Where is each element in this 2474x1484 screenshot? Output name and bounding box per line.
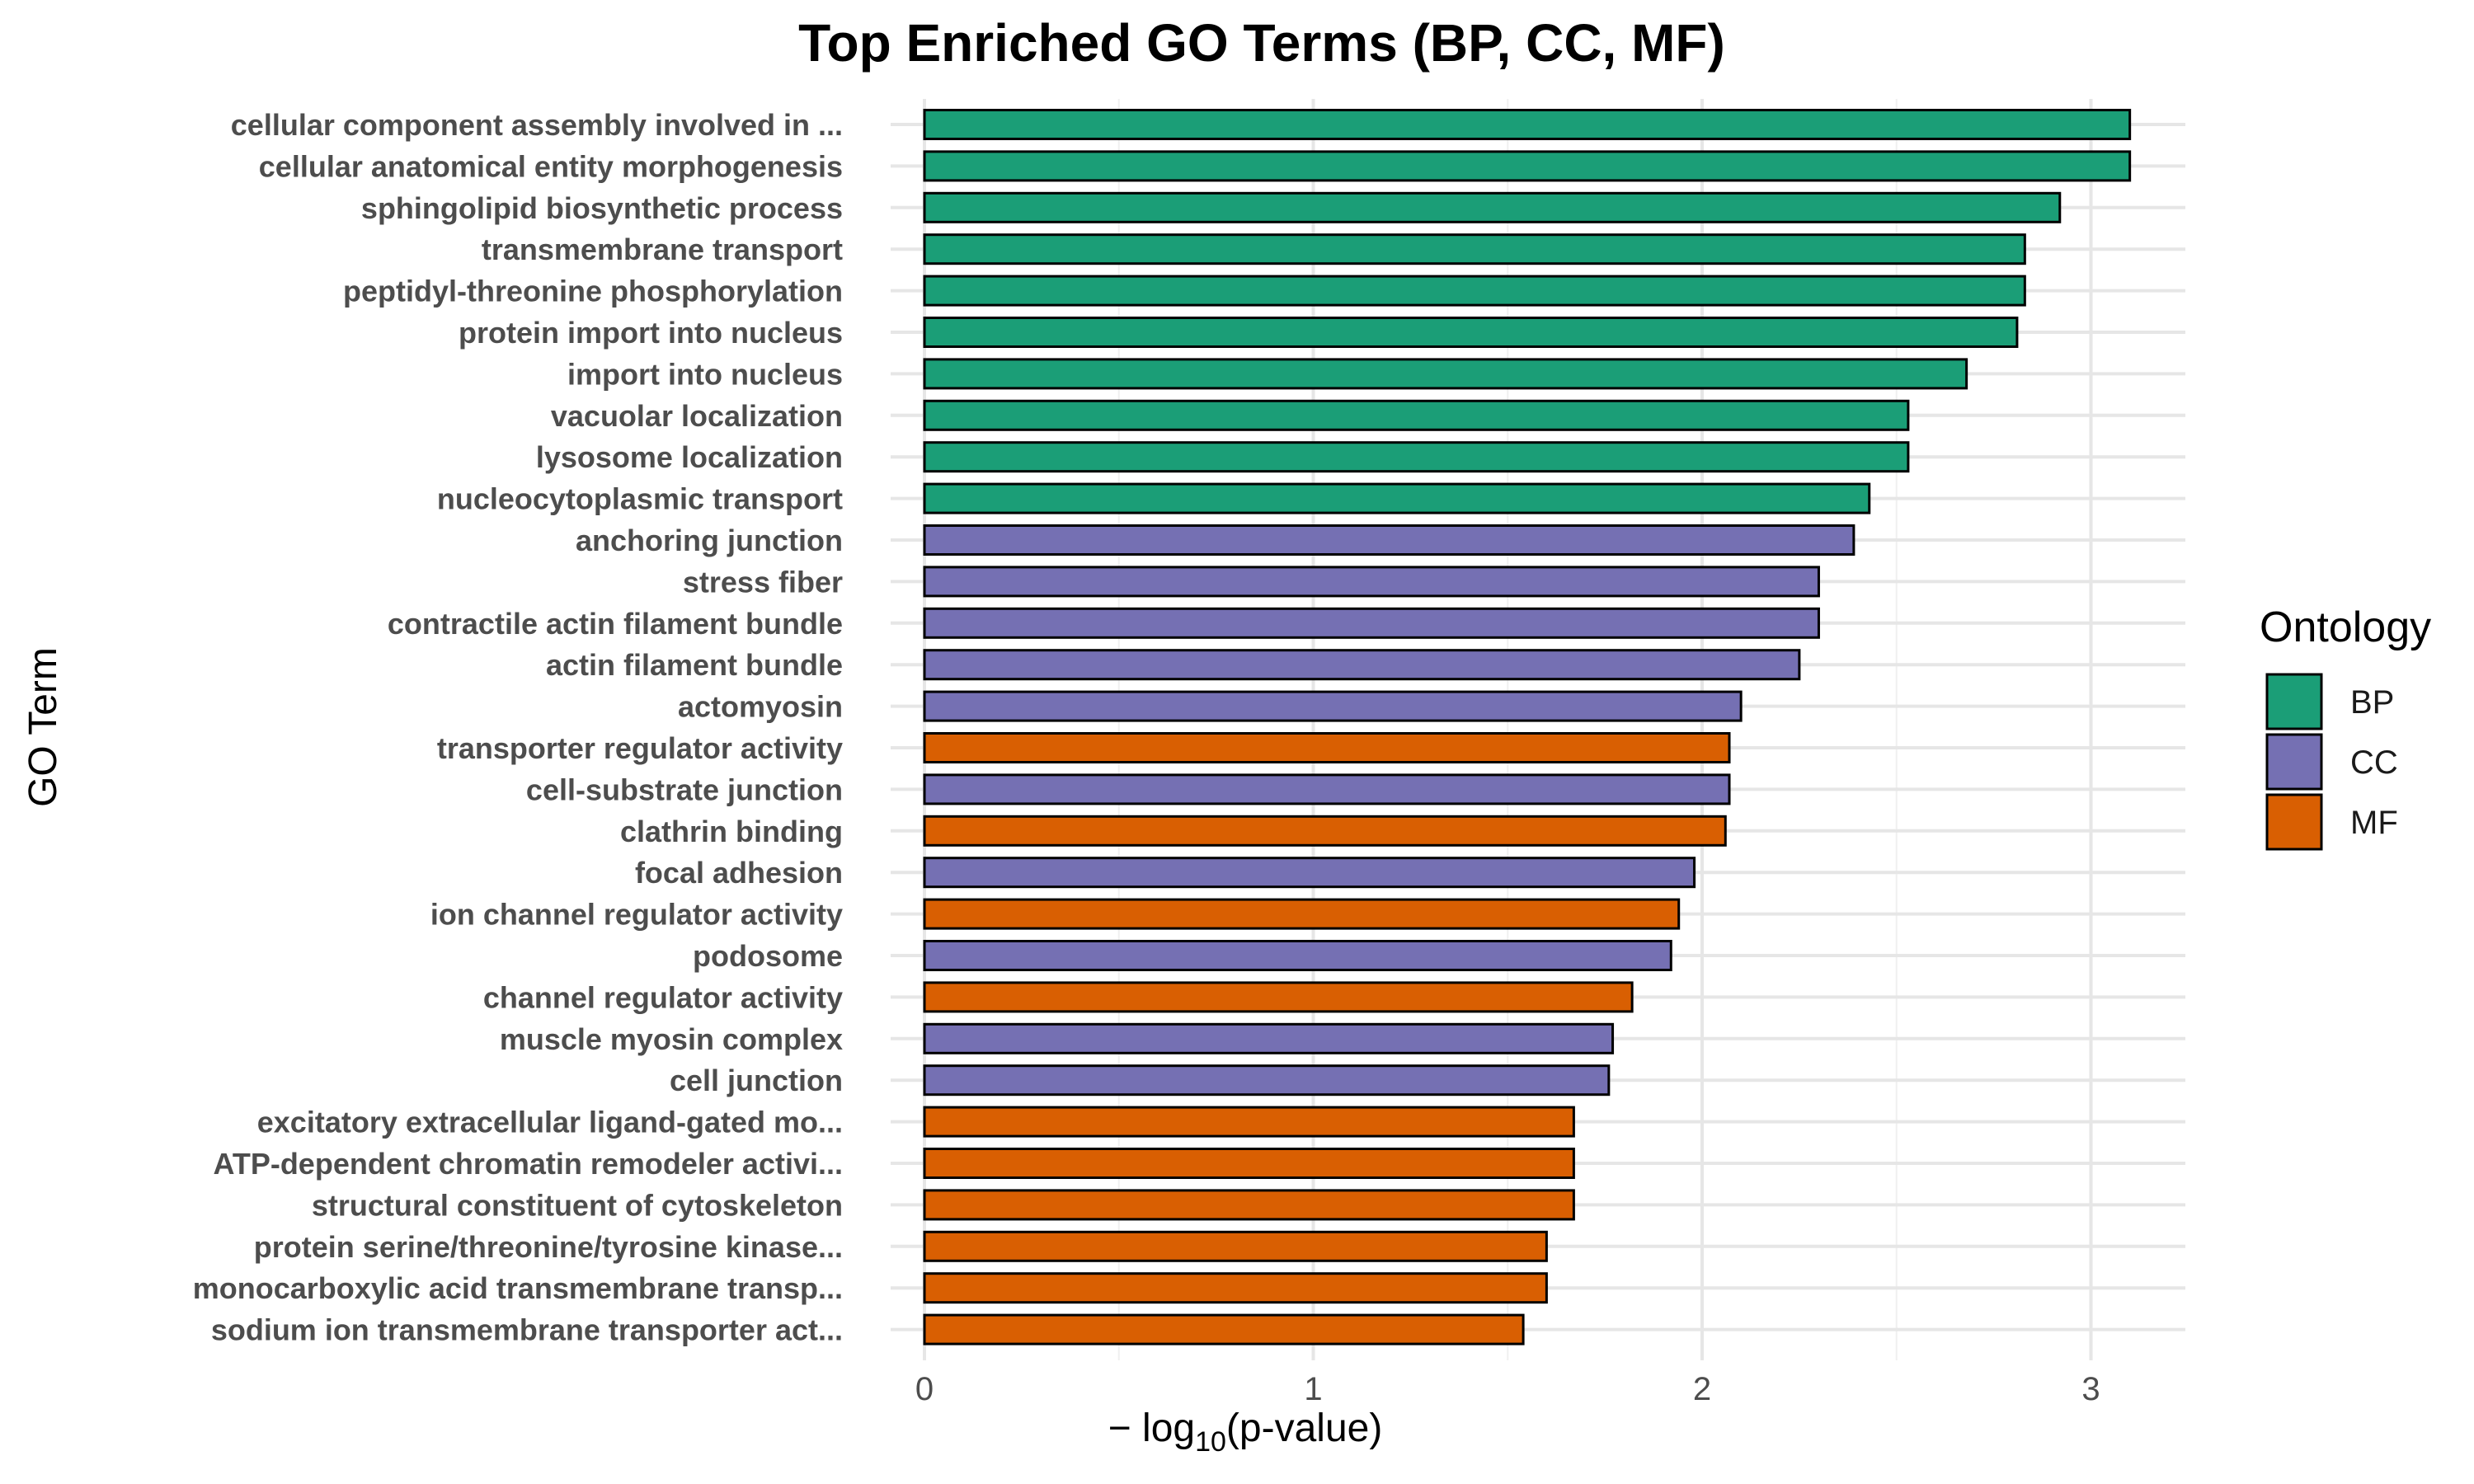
category-label: sphingolipid biosynthetic process	[361, 191, 843, 225]
category-label: cell junction	[670, 1064, 843, 1097]
x-axis-title: − log10(p-value)	[1108, 1407, 1383, 1458]
bar	[923, 857, 1696, 889]
category-label: muscle myosin complex	[500, 1022, 843, 1056]
category-label: stress fiber	[683, 565, 843, 599]
category-label: ATP-dependent chromatin remodeler activi…	[214, 1147, 844, 1181]
bar	[923, 732, 1731, 763]
category-label: import into nucleus	[567, 357, 843, 391]
bar	[923, 317, 2019, 348]
x-tick-label: 2	[1693, 1371, 1711, 1407]
category-label: contractile actin filament bundle	[388, 607, 843, 641]
category-label: transmembrane transport	[482, 232, 843, 266]
legend-title: Ontology	[2260, 603, 2431, 651]
category-label: ion channel regulator activity	[430, 898, 843, 932]
category-label: sodium ion transmembrane transporter act…	[211, 1313, 843, 1347]
bar	[923, 815, 1727, 847]
bar	[923, 773, 1731, 805]
bar	[923, 191, 2062, 223]
bar	[923, 1189, 1575, 1221]
bar	[923, 607, 1820, 639]
x-tick-label: 3	[2081, 1371, 2100, 1407]
x-tick-labels: 0 1 2 3	[915, 1371, 2100, 1407]
category-label: protein serine/threonine/tyrosine kinase…	[254, 1230, 843, 1264]
bars	[923, 109, 2132, 1345]
bar	[923, 649, 1801, 681]
category-label: vacuolar localization	[551, 399, 843, 433]
legend-label-mf: MF	[2350, 805, 2398, 841]
category-label: clathrin binding	[620, 815, 843, 848]
bar	[923, 981, 1634, 1013]
legend-key-mf	[2265, 793, 2323, 851]
category-label: lysosome localization	[536, 440, 843, 474]
category-label: peptidyl-threonine phosphorylation	[343, 275, 843, 308]
x-tick-label: 0	[915, 1371, 934, 1407]
y-axis-title: GO Term	[21, 647, 65, 807]
category-label: channel regulator activity	[483, 980, 843, 1014]
bar	[923, 441, 1910, 473]
bar	[923, 898, 1681, 930]
bar	[923, 940, 1672, 971]
category-label: actomyosin	[678, 690, 843, 724]
bar	[923, 109, 2132, 140]
category-label: transporter regulator activity	[437, 731, 843, 765]
category-label: cellular anatomical entity morphogenesis	[259, 149, 843, 183]
category-label: monocarboxylic acid transmembrane transp…	[193, 1271, 843, 1305]
bar	[923, 358, 1968, 390]
legend-key-bp	[2265, 673, 2323, 730]
category-label: excitatory extracellular ligand-gated mo…	[257, 1106, 843, 1139]
category-labels: cellular component assembly involved in …	[193, 108, 843, 1347]
chart-title: Top Enriched GO Terms (BP, CC, MF)	[798, 13, 1725, 73]
bar	[923, 399, 1910, 431]
category-label: nucleocytoplasmic transport	[437, 482, 843, 516]
bar	[923, 1064, 1611, 1097]
bar	[923, 1313, 1525, 1345]
category-label: structural constituent of cytoskeleton	[312, 1188, 843, 1222]
legend-label-bp: BP	[2350, 684, 2394, 721]
bar	[923, 1148, 1575, 1179]
bar	[923, 566, 1820, 598]
category-label: podosome	[693, 939, 843, 973]
category-label: cellular component assembly involved in …	[231, 108, 843, 142]
category-label: cell-substrate junction	[526, 773, 843, 806]
bar	[923, 482, 1871, 514]
category-label: actin filament bundle	[546, 648, 843, 682]
bar	[923, 690, 1743, 722]
bar	[923, 275, 2026, 307]
bar	[923, 1022, 1615, 1054]
bar	[923, 1230, 1548, 1262]
bar	[923, 150, 2132, 182]
bar	[923, 524, 1856, 556]
x-tick-label: 1	[1304, 1371, 1322, 1407]
legend-key-cc	[2265, 733, 2323, 791]
category-label: anchoring junction	[576, 524, 843, 557]
bar	[923, 233, 2026, 265]
legend: Ontology BP CC MF	[2260, 603, 2431, 851]
category-label: protein import into nucleus	[459, 316, 843, 350]
bar	[923, 1106, 1575, 1138]
bar	[923, 1272, 1548, 1304]
category-label: focal adhesion	[635, 856, 843, 890]
legend-label-cc: CC	[2350, 744, 2398, 781]
